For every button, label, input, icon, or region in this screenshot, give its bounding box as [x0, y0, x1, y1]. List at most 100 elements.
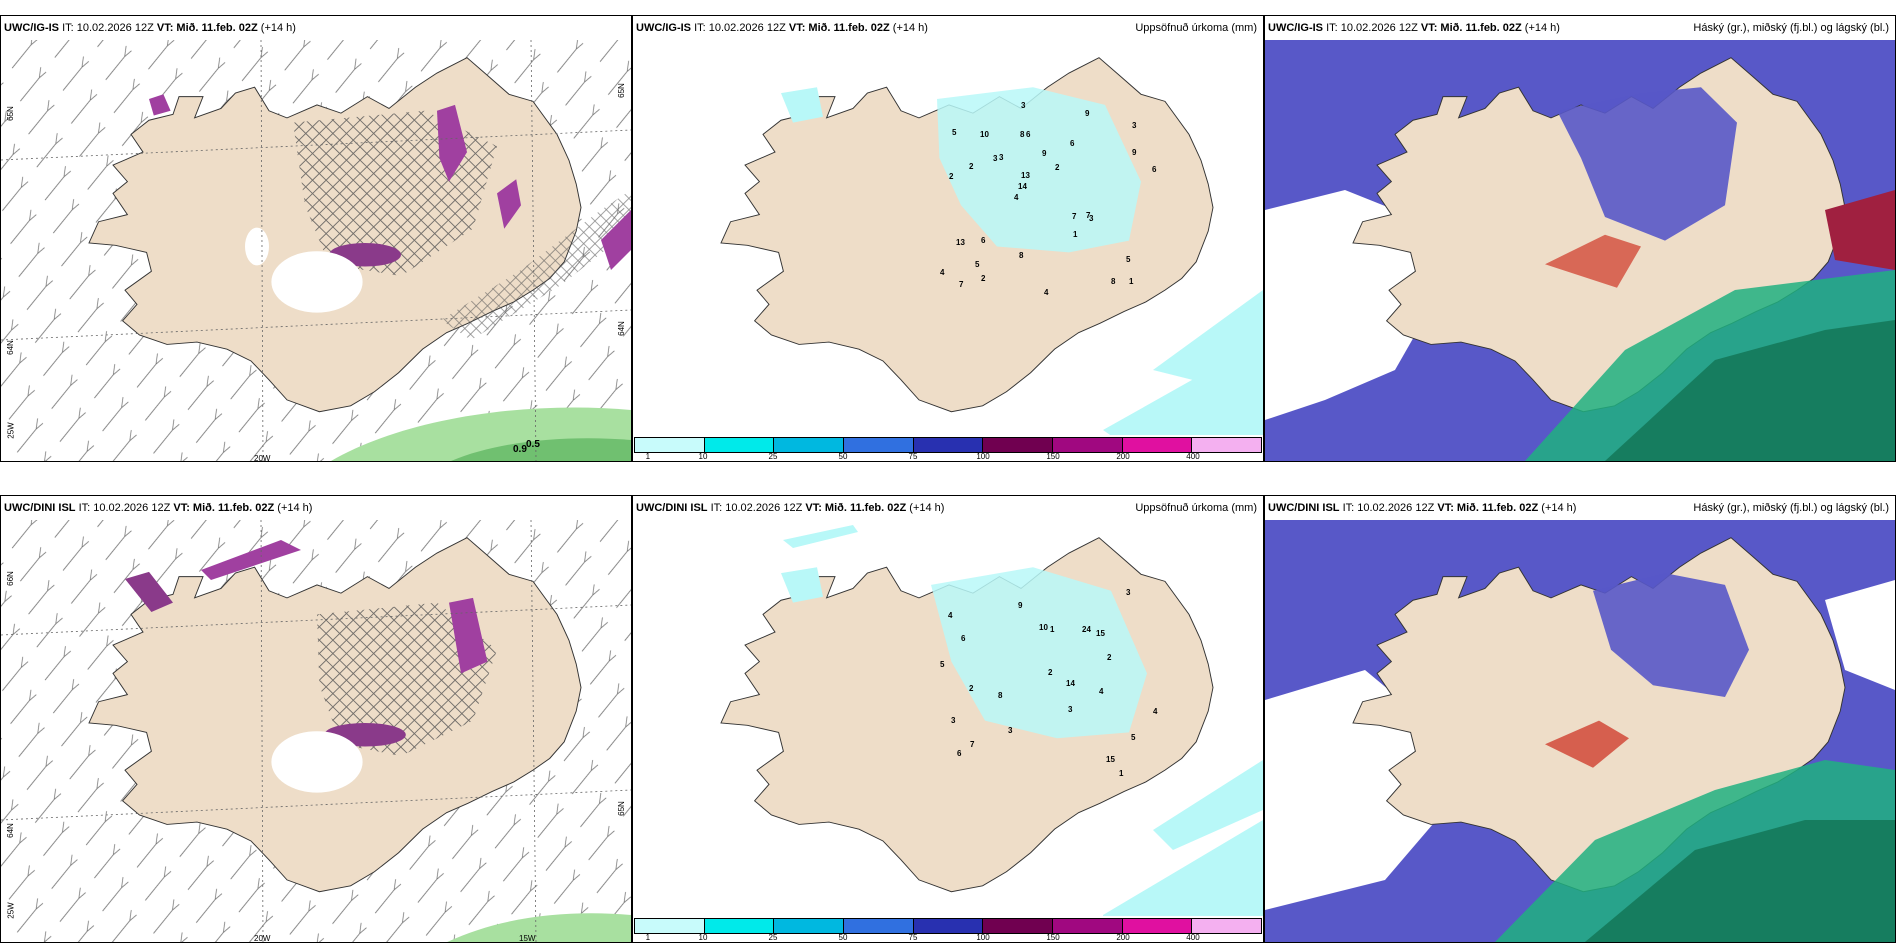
lead-time: (+14 h) — [892, 22, 928, 34]
lon-label: 25W — [6, 902, 16, 919]
precip-value: 9 — [1085, 109, 1090, 118]
colorbar-swatch — [774, 919, 845, 933]
wind-map — [1, 40, 631, 461]
lead-time: (+14 h) — [1541, 502, 1577, 514]
colorbar-tick: 400 — [1186, 452, 1200, 461]
panel-header: UWC/IG-IS IT: 10.02.2026 12Z VT: Mið. 11… — [1265, 16, 1895, 40]
precip-value: 5 — [1126, 255, 1131, 264]
colorbar-swatch — [704, 438, 775, 452]
valid-time: VT: Mið. 11.feb. 02Z — [805, 502, 907, 514]
colorbar-tick: 150 — [1046, 452, 1060, 461]
precip-value: 4 — [948, 611, 953, 620]
valid-time: VT: Mið. 11.feb. 02Z — [1420, 22, 1522, 34]
precip-value: 3 — [1126, 588, 1131, 597]
precip-value: 10 — [980, 130, 989, 139]
lat-label: 65N — [617, 801, 627, 816]
colorbar-swatch — [704, 919, 775, 933]
cloud-map — [1265, 40, 1895, 461]
precip-value: 13 — [1021, 171, 1030, 180]
precip-value: 1 — [1073, 230, 1078, 239]
precip-value: 2 — [1055, 163, 1060, 172]
colorbar-swatch — [844, 919, 914, 933]
colorbar-swatch — [1053, 919, 1123, 933]
precip-value: 1 — [1119, 769, 1124, 778]
precip-value: 4 — [940, 268, 945, 277]
lon-label: 20W — [254, 454, 271, 462]
precip-value: 6 — [957, 749, 962, 758]
precip-value: 2 — [969, 684, 974, 693]
colorbar-swatch — [1122, 919, 1193, 933]
precip-value: 4 — [1153, 707, 1158, 716]
lead-time: (+14 h) — [1524, 22, 1560, 34]
colorbar-tick: 25 — [768, 452, 778, 461]
colorbar: 1 10 25 50 75 100 150 200 400 — [633, 916, 1263, 942]
colorbar-tick: 400 — [1186, 933, 1200, 942]
precip-value: 5 — [975, 260, 980, 269]
precip-value: 7 — [959, 280, 964, 289]
precip-value: 15 — [1096, 629, 1105, 638]
precip-value: 5 — [1131, 733, 1136, 742]
lead-time: (+14 h) — [909, 502, 945, 514]
model-name: UWC/DINI ISL — [636, 502, 708, 514]
map-panel-bottom-left: UWC/DINI ISL IT: 10.02.2026 12Z VT: Mið.… — [0, 495, 632, 943]
colorbar-swatch — [844, 438, 914, 452]
precip-value: 4 — [1014, 193, 1019, 202]
model-name: UWC/DINI ISL — [1268, 502, 1340, 514]
model-name: UWC/IG-IS — [636, 22, 691, 34]
precip-value: 3 — [1068, 705, 1073, 714]
lat-label: 65N — [5, 106, 15, 121]
lon-label: 15W — [519, 934, 536, 943]
precip-value: 6 — [1070, 139, 1075, 148]
precip-value: 8 — [998, 691, 1003, 700]
panel-header: UWC/IG-IS IT: 10.02.2026 12Z VT: Mið. 11… — [1, 16, 631, 40]
precip-value: 4 — [1044, 288, 1049, 297]
precip-value: 1 — [1129, 277, 1134, 286]
colorbar-swatch — [1192, 438, 1262, 452]
panel-header: UWC/DINI ISL IT: 10.02.2026 12Z VT: Mið.… — [633, 496, 1263, 520]
model-name: UWC/DINI ISL — [4, 502, 76, 514]
precip-value: 3 — [1008, 726, 1013, 735]
precip-value: 14 — [1066, 679, 1075, 688]
colorbar-tick: 200 — [1116, 933, 1130, 942]
precip-value: 3 — [999, 153, 1004, 162]
init-time: IT: 10.02.2026 12Z — [710, 502, 803, 514]
colorbar-swatch — [635, 919, 705, 933]
contour-value: 0.5 — [526, 439, 540, 450]
valid-time: VT: Mið. 11.feb. 02Z — [788, 22, 890, 34]
precip-value: 9 — [1018, 601, 1023, 610]
precip-value: 5 — [952, 128, 957, 137]
precip-value: 3 — [993, 154, 998, 163]
panel-title: Háský (gr.), miðský (fj.bl.) og lágský (… — [1693, 502, 1889, 514]
valid-time: VT: Mið. 11.feb. 02Z — [1437, 502, 1539, 514]
init-time: IT: 10.02.2026 12Z — [62, 22, 154, 34]
init-time: IT: 10.02.2026 12Z — [694, 22, 786, 34]
colorbar-swatch — [1192, 919, 1262, 933]
precip-value: 8 — [1020, 130, 1025, 139]
contour-value: 0.9 — [513, 444, 527, 455]
model-name: UWC/IG-IS — [4, 22, 59, 34]
colorbar-tick: 50 — [838, 933, 848, 942]
lat-label: 64N — [5, 340, 15, 355]
lead-time: (+14 h) — [277, 502, 313, 514]
valid-time: VT: Mið. 11.feb. 02Z — [156, 22, 258, 34]
panel-title: Háský (gr.), miðský (fj.bl.) og lágský (… — [1693, 22, 1889, 34]
valid-time: VT: Mið. 11.feb. 02Z — [173, 502, 275, 514]
precip-value: 6 — [961, 634, 966, 643]
precip-value: 24 — [1082, 625, 1091, 634]
lat-label: 64N — [617, 321, 627, 336]
colorbar-tick: 25 — [768, 933, 778, 942]
precip-value: 1 — [1050, 625, 1055, 634]
colorbar-tick: 150 — [1046, 933, 1060, 942]
precip-value: 5 — [940, 660, 945, 669]
precip-value: 2 — [969, 162, 974, 171]
map-panel-top-right: UWC/IG-IS IT: 10.02.2026 12Z VT: Mið. 11… — [1264, 15, 1896, 462]
precip-value: 7 — [1086, 211, 1091, 220]
colorbar-swatch — [635, 438, 705, 452]
colorbar-tick: 10 — [698, 452, 708, 461]
precip-value: 6 — [981, 236, 986, 245]
precip-value: 15 — [1106, 755, 1115, 764]
precip-value: 3 — [951, 716, 956, 725]
